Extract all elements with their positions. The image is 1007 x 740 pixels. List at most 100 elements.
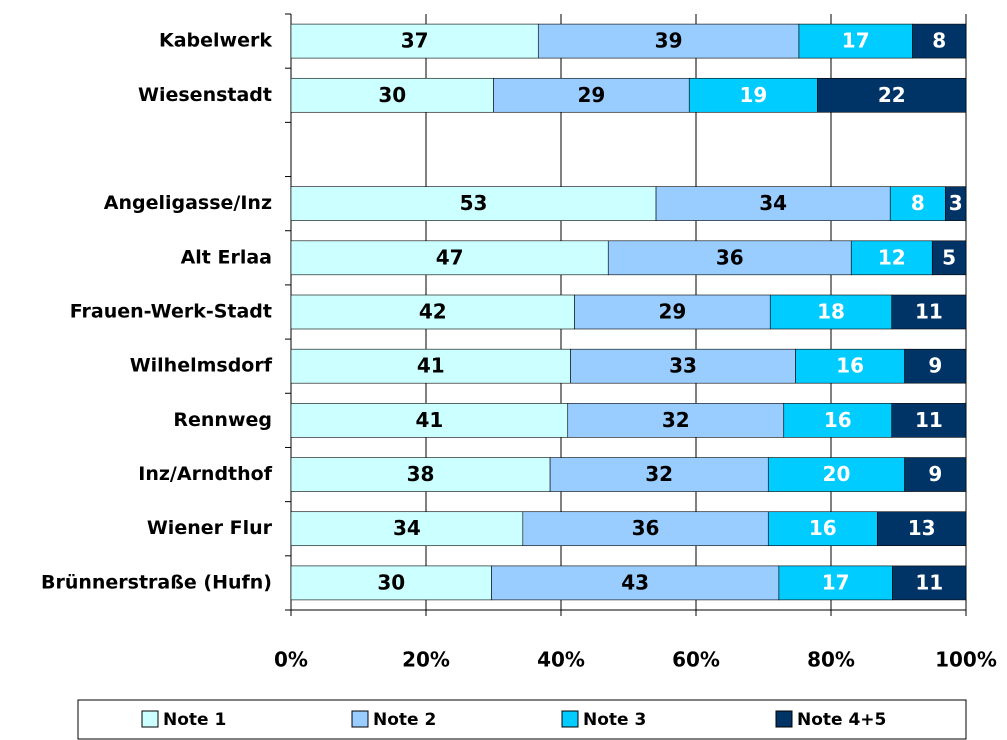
data-label: 16 [836,354,864,378]
y-tick-label: Rennweg [173,409,272,431]
bar-segment [290,23,539,59]
y-tick-label: Frauen-Werk-Stadt [70,301,272,323]
x-tick-label: 100% [935,648,997,672]
data-label: 8 [911,191,925,215]
legend-swatch [775,710,793,728]
data-label: 11 [915,408,943,432]
bar-segment [817,77,967,113]
data-label: 29 [658,300,686,324]
bar-segment [769,294,893,330]
data-label: 9 [928,462,942,486]
bar-segment [290,403,569,438]
x-tick-label: 80% [807,648,855,672]
bar-segment [850,240,933,276]
data-label: 32 [662,408,690,432]
x-tick-label: 60% [672,648,720,672]
legend-swatch [561,710,579,728]
data-label: 43 [621,570,649,594]
bar-segment [688,77,818,113]
legend-label: Note 1 [163,710,226,730]
bar-segment [778,565,893,601]
bar-segment [567,403,785,438]
data-label: 16 [809,516,837,540]
data-label: 5 [942,245,956,269]
y-tick-label: Kabelwerk [159,30,272,52]
bar-segment [892,565,967,601]
bar-segment [655,186,891,221]
data-label: 53 [460,191,488,215]
data-label: 36 [632,516,660,540]
bar-segment [891,403,967,438]
bar-segment [904,457,967,492]
data-label: 8 [932,29,946,53]
y-tick-label: Inz/Arndthof [138,463,272,485]
x-tick-label: 40% [537,648,585,672]
bar-segment [549,457,769,492]
bar-segment [904,348,967,384]
bar-segment [522,511,769,547]
data-label: 34 [759,191,787,215]
data-label: 33 [669,354,697,378]
y-tick-label: Wilhelmsdorf [130,355,273,377]
data-label: 17 [822,570,850,594]
y-tick-label: Brünnerstraße (Hufn) [41,571,272,593]
data-label: 11 [915,300,943,324]
x-tick-label: 0% [274,648,308,672]
legend-label: Note 3 [583,710,646,730]
bar-segment [889,186,946,221]
bar-segment [912,23,967,59]
data-label: 13 [908,516,936,540]
data-label: 11 [915,570,943,594]
bar-segment [945,186,967,221]
bar-segment [877,511,967,547]
bar-segment [290,457,551,492]
data-label: 29 [577,83,605,107]
data-label: 39 [655,29,683,53]
bar-segment [491,565,780,601]
data-label: 12 [878,245,906,269]
bar-segment [891,294,967,330]
data-label: 9 [928,354,942,378]
data-label: 18 [817,300,845,324]
bar-segment [290,348,571,384]
y-tick-label: Wiesenstadt [138,84,272,106]
data-label: 19 [739,83,767,107]
data-label: 34 [393,516,421,540]
data-label: 41 [417,354,445,378]
legend-label: Note 4+5 [797,710,886,730]
data-label: 32 [645,462,673,486]
legend-swatch [141,710,159,728]
data-label: 22 [878,83,906,107]
y-tick-label: Wiener Flur [147,517,273,539]
data-label: 3 [949,191,963,215]
bar-segment [290,294,575,330]
data-label: 20 [823,462,851,486]
data-label: 37 [401,29,429,53]
data-label: 47 [436,245,464,269]
bar-segment [574,294,771,330]
bar-segment [493,77,690,113]
y-tick-label: Alt Erlaa [181,246,272,268]
bar-segment [607,240,852,276]
data-label: 38 [407,462,435,486]
bar-segment [290,186,657,221]
y-tick-label: Angeligasse/Inz [104,192,272,214]
data-label: 17 [842,29,870,53]
bar-segment [290,511,524,547]
legend-box [77,699,967,740]
legend-swatch [351,710,369,728]
data-label: 16 [824,408,852,432]
data-label: 41 [415,408,443,432]
data-label: 36 [716,245,744,269]
bar-segment [798,23,913,59]
legend-label: Note 2 [373,710,436,730]
bar-segment [290,565,492,601]
bar-segment [931,240,967,276]
data-label: 30 [377,570,405,594]
data-label: 30 [378,83,406,107]
bar-segment [537,23,800,59]
bar-segment [290,240,609,276]
x-tick-label: 20% [402,648,450,672]
bar-segment [767,457,905,492]
